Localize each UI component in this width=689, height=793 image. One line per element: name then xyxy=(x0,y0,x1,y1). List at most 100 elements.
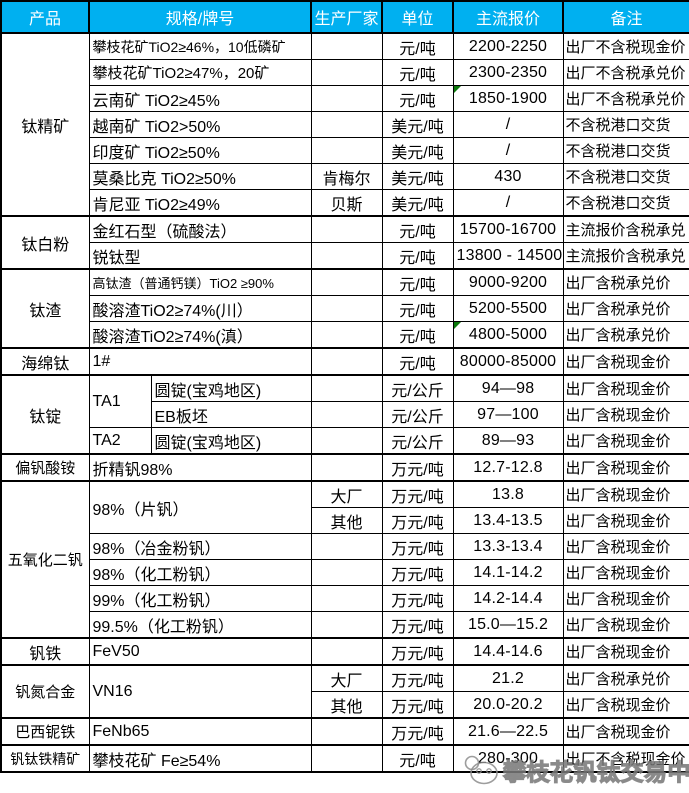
cell-maker xyxy=(310,32,383,60)
cell-spec: 锐钛型 xyxy=(88,242,312,270)
cell-spec: 99.5%（化工粉钒） xyxy=(88,611,312,639)
cell-unit: 元/吨 xyxy=(381,32,454,60)
cell-unit: 元/吨 xyxy=(381,321,454,349)
cell-maker xyxy=(310,401,383,428)
cell-unit: 美元/吨 xyxy=(381,111,454,138)
cell-spec: 印度矿 TiO2≥50% xyxy=(88,137,312,164)
cell-remark: 出厂不含税承兑价 xyxy=(562,59,689,86)
cell-unit: 万元/吨 xyxy=(381,717,454,746)
cell-price: 89—93 xyxy=(452,427,564,455)
cell-price: 280-300 xyxy=(452,744,564,773)
cell-price: 1850-1900 xyxy=(452,85,564,112)
cell-unit: 元/吨 xyxy=(381,215,454,243)
cell-spec: 高钛渣（普通钙镁）TiO2 ≥90% xyxy=(88,268,312,296)
error-flag-triangle-icon xyxy=(454,86,461,93)
cell-price: 4800-5000 xyxy=(452,321,564,349)
cell-remark: 出厂含税承兑价 xyxy=(562,295,689,322)
table-row: 肯尼亚 TiO2≥49% 贝斯 美元/吨 / 不含税港口交货 xyxy=(1,189,689,217)
cell-spec: 攀枝花矿TiO2≥46%，10低磷矿 xyxy=(88,32,312,60)
cell-unit: 元/吨 xyxy=(381,268,454,296)
cell-remark: 出厂不含税承兑价 xyxy=(562,85,689,112)
cell-price: 14.1-14.2 xyxy=(452,559,564,586)
cell-maker xyxy=(310,242,383,270)
cell-price: 21.2 xyxy=(452,664,564,692)
cell-unit: 元/公斤 xyxy=(381,427,454,455)
cell-product: 钒氮合金 xyxy=(0,664,90,719)
table-row: 其他 万元/吨 20.0-20.2 出厂含税现金价 xyxy=(1,691,689,719)
cell-remark: 主流报价含税承兑 xyxy=(562,215,689,243)
cell-product: 五氧化二钒 xyxy=(0,480,90,639)
cell-price: 15700-16700 xyxy=(452,215,564,243)
table-row: 钒钛铁精矿 攀枝花矿 Fe≥54% 元/吨 280-300 出厂不含税现金价 xyxy=(0,744,689,773)
cell-price: 2200-2250 xyxy=(452,32,564,60)
cell-unit: 美元/吨 xyxy=(381,189,454,217)
cell-price: 94—98 xyxy=(452,374,564,402)
cell-price: 2300-2350 xyxy=(452,59,564,86)
cell-remark: 出厂含税现金价 xyxy=(562,691,689,719)
cell-product: 巴西铌铁 xyxy=(0,717,90,746)
cell-spec: 折精钒98% xyxy=(88,453,312,482)
cell-price: 80000-85000 xyxy=(452,347,564,376)
cell-unit: 万元/吨 xyxy=(381,559,454,586)
cell-maker xyxy=(310,533,383,560)
cell-price: 13.3-13.4 xyxy=(452,533,564,560)
cell-remark: 出厂含税现金价 xyxy=(562,559,689,586)
table-row: 钛锭 TA1 圆锭(宝鸡地区) 元/公斤 94—98 出厂含税现金价 xyxy=(0,374,689,455)
table-header-row: 产品 规格/牌号 生产厂家 单位 主流报价 备注 xyxy=(0,0,689,34)
error-flag-triangle-icon xyxy=(454,322,461,329)
cell-remark: 出厂含税现金价 xyxy=(562,585,689,612)
cell-maker xyxy=(310,585,383,612)
cell-price: 9000-9200 xyxy=(452,268,564,296)
cell-maker xyxy=(310,215,383,243)
cell-spec: 肯尼亚 TiO2≥49% xyxy=(88,189,312,217)
cell-remark: 不含税港口交货 xyxy=(562,163,689,190)
cell-remark: 出厂含税现金价 xyxy=(562,374,689,402)
cell-remark: 出厂含税现金价 xyxy=(562,427,689,455)
table-row: 莫桑比克 TiO2≥50% 肯梅尔 美元/吨 430 不含税港口交货 xyxy=(1,163,689,190)
cell-spec: 越南矿 TiO2>50% xyxy=(88,111,312,138)
cell-spec: 金红石型（硫酸法） xyxy=(88,215,312,243)
cell-spec_a: TA1 xyxy=(88,374,152,428)
table-row: EB板坯 元/公斤 97—100 出厂含税现金价 xyxy=(1,401,689,428)
cell-unit: 万元/吨 xyxy=(381,507,454,534)
table-row: 巴西铌铁 FeNb65 万元/吨 21.6—22.5 出厂含税现金价 xyxy=(0,717,689,746)
col-header-spec: 规格/牌号 xyxy=(87,0,313,34)
cell-unit: 元/吨 xyxy=(381,295,454,322)
cell-spec: 98%（冶金粉钒） xyxy=(88,533,312,560)
cell-spec: 1# xyxy=(88,347,312,376)
cell-maker xyxy=(310,59,383,86)
cell-spec: 99%（化工粉钒） xyxy=(88,585,312,612)
table-row: 攀枝花矿TiO2≥47%，20矿 元/吨 2300-2350 出厂不含税承兑价 xyxy=(1,59,689,86)
cell-spec: 98%（片钒） xyxy=(88,480,312,534)
table-row: 海绵钛 1# 元/吨 80000-85000 出厂含税现金价 xyxy=(0,347,689,376)
cell-maker xyxy=(310,744,383,773)
cell-spec: 莫桑比克 TiO2≥50% xyxy=(88,163,312,190)
cell-unit: 元/吨 xyxy=(381,85,454,112)
cell-remark: 出厂含税现金价 xyxy=(562,480,689,508)
cell-remark: 出厂不含税现金价 xyxy=(562,744,689,773)
table-row: 99.5%（化工粉钒） 万元/吨 15.0—15.2 出厂含税现金价 xyxy=(1,611,689,639)
cell-remark: 不含税港口交货 xyxy=(562,137,689,164)
cell-spec: 酸溶渣TiO2≥74%(川） xyxy=(88,295,312,322)
cell-spec: 酸溶渣TiO2≥74%(滇） xyxy=(88,321,312,349)
cell-maker xyxy=(310,717,383,746)
cell-price: / xyxy=(452,137,564,164)
cell-maker xyxy=(310,374,383,402)
col-header-price: 主流报价 xyxy=(452,0,565,34)
cell-remark: 出厂不含税现金价 xyxy=(562,32,689,60)
cell-maker xyxy=(310,321,383,349)
cell-spec_a: TA2 xyxy=(88,427,152,455)
cell-unit: 万元/吨 xyxy=(381,585,454,612)
cell-spec: VN16 xyxy=(88,664,312,719)
table-row: 酸溶渣TiO2≥74%(滇） 元/吨 4800-5000 出厂含税承兑价 xyxy=(1,321,689,349)
table-row: 云南矿 TiO2≥45% 元/吨 1850-1900 出厂不含税承兑价 xyxy=(1,85,689,112)
table-row: 锐钛型 元/吨 13800 - 14500 主流报价含税承兑 xyxy=(1,242,689,270)
table-row: 印度矿 TiO2≥50% 美元/吨 / 不含税港口交货 xyxy=(1,137,689,164)
col-header-maker: 生产厂家 xyxy=(310,0,384,34)
cell-remark: 出厂含税现金价 xyxy=(562,347,689,376)
table-row: 钛精矿 攀枝花矿TiO2≥46%，10低磷矿 元/吨 2200-2250 出厂不含税现金… xyxy=(0,32,689,217)
cell-maker: 大厂 xyxy=(310,480,383,508)
col-header-unit: 单位 xyxy=(381,0,455,34)
cell-remark: 出厂含税承兑价 xyxy=(562,664,689,692)
cell-product: 海绵钛 xyxy=(0,347,90,376)
